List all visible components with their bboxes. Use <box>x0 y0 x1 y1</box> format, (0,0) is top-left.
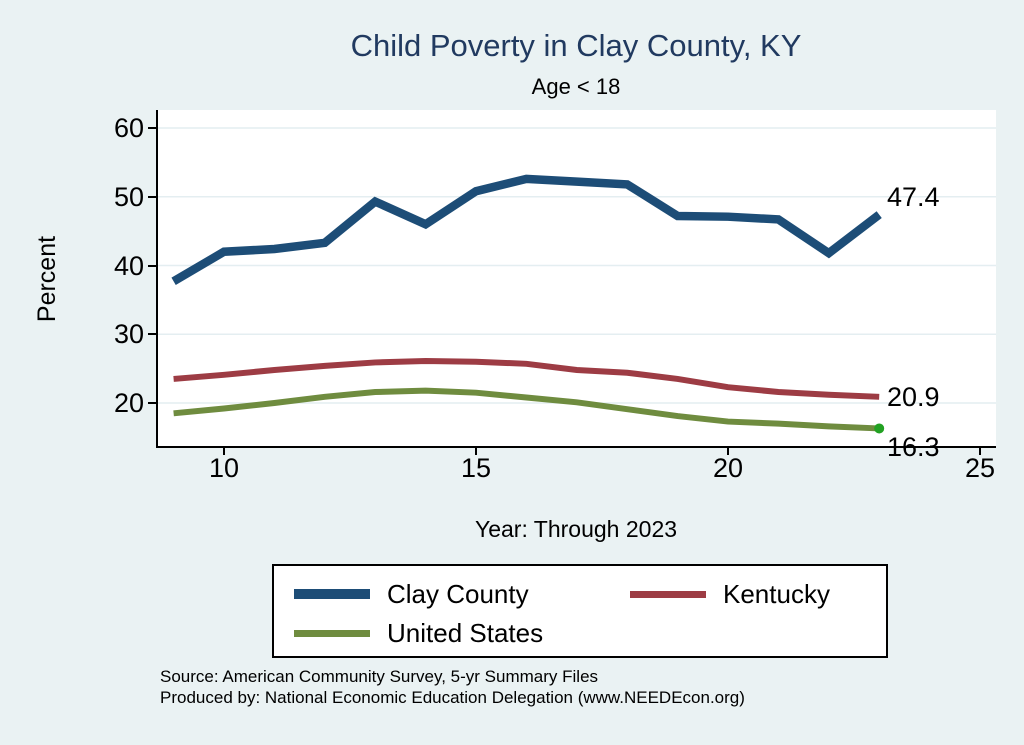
legend-swatch-kentucky <box>630 590 706 598</box>
y-tick-mark <box>148 127 156 129</box>
y-tick-mark <box>148 264 156 267</box>
chart-title: Child Poverty in Clay County, KY <box>350 28 802 63</box>
x-axis-title: Year: Through 2023 <box>474 516 678 542</box>
produced-by-line: Produced by: National Economic Education… <box>160 688 745 707</box>
y-tick-mark <box>148 402 156 404</box>
x-tick-mark <box>727 448 729 455</box>
end-marker-dot <box>874 423 885 434</box>
legend-swatch-united-states <box>294 629 370 637</box>
y-tick-label: 60 <box>113 113 144 143</box>
y-tick-label: 50 <box>113 181 144 212</box>
legend-label-clay-county: Clay County <box>387 578 529 609</box>
x-tick-label: 15 <box>460 453 492 483</box>
legend: Clay County Kentucky United States <box>272 564 888 658</box>
y-tick-mark <box>148 195 156 198</box>
legend-item-kentucky: Kentucky <box>630 577 830 611</box>
series-line-clay-county <box>171 174 882 285</box>
y-tick-label: 20 <box>113 388 144 418</box>
series-line-kentucky <box>173 358 880 400</box>
end-label-kentucky: 20.9 <box>887 381 940 412</box>
x-tick-label: 10 <box>208 453 240 483</box>
end-label-united-states: 16.3 <box>887 432 940 463</box>
legend-label-kentucky: Kentucky <box>723 578 830 609</box>
y-tick-mark <box>148 333 156 336</box>
legend-label-united-states: United States <box>387 617 544 648</box>
end-label-clay-county: 47.4 <box>887 181 940 212</box>
y-tick-label: 30 <box>113 319 144 350</box>
legend-item-clay-county: Clay County <box>294 577 529 611</box>
series-line-united-states <box>173 387 880 432</box>
legend-swatch-clay-county <box>294 589 370 599</box>
x-tick-mark <box>979 448 981 455</box>
chart-subtitle: Age < 18 <box>531 74 621 99</box>
x-tick-label: 25 <box>964 453 996 483</box>
y-tick-label: 40 <box>113 250 144 281</box>
source-note: Source: American Community Survey, 5-yr … <box>160 666 745 708</box>
x-tick-mark <box>223 448 225 455</box>
source-line: Source: American Community Survey, 5-yr … <box>160 667 599 686</box>
plot-svg <box>158 127 996 434</box>
y-axis-title: Percent <box>33 235 61 323</box>
plot-area <box>156 110 996 448</box>
legend-item-united-states: United States <box>294 616 543 650</box>
x-tick-label: 20 <box>712 453 744 483</box>
x-tick-mark <box>475 448 477 455</box>
